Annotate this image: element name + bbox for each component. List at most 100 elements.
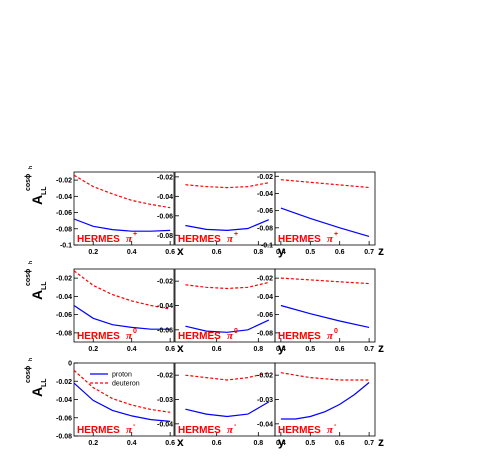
y-tick-label: -0.1 — [60, 243, 72, 250]
pion-symbol: π — [126, 424, 133, 436]
deuteron-series-line — [280, 179, 370, 189]
y-axis-title-main: A — [29, 387, 45, 397]
pion-charge: - — [133, 422, 136, 429]
chart-panel: -0.02 -0.04 -0.06 -0.08 0.6 0.8 y HERMES π + — [157, 171, 285, 258]
pion-symbol: π — [327, 424, 334, 436]
x-axis-title: z — [378, 341, 384, 355]
deuteron-series-line — [280, 277, 370, 285]
x-axis-title: x — [177, 435, 184, 449]
y-tick-label: -0.02 — [56, 379, 72, 386]
x-tick-label: 0.4 — [276, 440, 286, 447]
chart-panel: -0.02 -0.04 -0.06 -0.08 -0.10.4 0.5 0.6 0.7 z HER… — [257, 171, 384, 258]
x-axis-title: y — [278, 341, 285, 355]
proton-series-line — [280, 382, 370, 420]
row3-y-axis-title: A LL cosϕ h — [25, 358, 48, 397]
pion-symbol: π — [227, 233, 234, 245]
y-axis-title-main: A — [29, 195, 45, 205]
y-tick-label: -0.06 — [56, 312, 72, 319]
deuteron-series-line — [185, 372, 269, 381]
y-tick-label: -0.04 — [56, 397, 72, 404]
y-tick-label: -0.02 — [257, 174, 273, 181]
chart-panel: -0.02 -0.03 -0.04 0.4 0.5 0.6 0.7 z HERMES π - — [257, 362, 384, 449]
y-tick-label: -0.06 — [257, 312, 273, 319]
pion-charge: - — [234, 422, 237, 429]
y-tick-label: -0.04 — [257, 294, 273, 301]
proton-series-line — [73, 305, 171, 330]
y-tick-label: -0.02 — [257, 373, 273, 380]
y-axis-title-sub: LL — [41, 378, 48, 387]
chart-panel: -0.02 -0.03 -0.04 0.6 0.8 y HERMES π - — [157, 362, 285, 449]
proton-series-line — [185, 401, 270, 418]
y-tick-label: -0.04 — [157, 421, 173, 428]
x-tick-label: 0.5 — [305, 249, 315, 256]
y-tick-label: -0.03 — [257, 397, 273, 404]
y-tick-label: -0.02 — [257, 276, 273, 283]
x-tick-label: 0.6 — [212, 249, 222, 256]
x-tick-label: 0.6 — [165, 440, 175, 447]
y-tick-label: -0.04 — [157, 303, 173, 310]
pion-symbol: π — [227, 424, 234, 436]
pion-symbol: π — [227, 330, 234, 342]
x-tick-label: 0.2 — [88, 346, 98, 353]
pion-symbol: π — [126, 233, 133, 245]
y-axis-title-sup: cosϕ — [25, 269, 32, 286]
experiment-label: HERMES — [178, 425, 221, 436]
x-tick-label: 0.5 — [305, 346, 315, 353]
experiment-label: HERMES — [278, 331, 321, 342]
experiment-label: HERMES — [77, 425, 120, 436]
pion-charge: 0 — [334, 328, 338, 335]
y-axis-title-sub: LL — [41, 281, 48, 290]
x-tick-label: 0.4 — [127, 440, 137, 447]
legend-deuteron-label: deuteron — [112, 381, 140, 388]
x-tick-label: 0.8 — [253, 249, 263, 256]
y-axis-title-sub: LL — [41, 186, 48, 195]
y-tick-label: -0.08 — [157, 233, 173, 240]
x-tick-label: 0.5 — [305, 440, 315, 447]
proton-series-line — [73, 218, 171, 232]
x-tick-label: 0.2 — [88, 440, 98, 447]
proton-series-line — [280, 207, 370, 237]
proton-series-line — [73, 382, 171, 422]
y-axis-title-sup-sub: h — [28, 166, 34, 169]
y-tick-label: -0.04 — [56, 194, 72, 201]
y-tick-label: -0.06 — [157, 213, 173, 220]
chart-panel: 0 -0.02 -0.04 -0.06 -0.08 0.2 0.4 0.6 x HERMES π - p… — [56, 361, 184, 450]
x-tick-label: 0.2 — [88, 249, 98, 256]
proton-series-line — [185, 219, 270, 232]
pion-charge: 0 — [133, 328, 137, 335]
x-tick-label: 0.7 — [364, 440, 374, 447]
y-axis-title-sup-sub: h — [28, 358, 34, 361]
experiment-label: HERMES — [77, 331, 120, 342]
y-axis-title-sup: cosϕ — [25, 174, 32, 191]
deuteron-series-line — [185, 182, 269, 189]
chart-panel: -0.02 -0.04 -0.06 -0.08 0.4 0.5 0.6 0.7 z HERMES π… — [257, 268, 384, 355]
y-axis-title-sup-sub: h — [28, 261, 34, 264]
y-tick-label: -0.08 — [56, 434, 72, 441]
x-tick-label: 0.6 — [335, 346, 345, 353]
plot-frame — [274, 268, 376, 343]
y-tick-label: -0.06 — [56, 210, 72, 217]
x-tick-label: 0.7 — [364, 249, 374, 256]
x-axis-title: z — [378, 435, 384, 449]
pion-symbol: π — [126, 330, 133, 342]
pion-charge: - — [334, 422, 337, 429]
y-tick-label: -0.1 — [261, 243, 273, 250]
deuteron-series-line — [280, 372, 370, 381]
y-tick-label: -0.08 — [56, 330, 72, 337]
y-axis-title-main: A — [29, 290, 45, 300]
pion-charge: 0 — [234, 328, 238, 335]
chart-panel: -0.02 -0.04 -0.06 -0.08 -0.1 0.2 0.4 0.6 x HERMES… — [56, 171, 184, 258]
proton-series-line — [280, 304, 370, 328]
y-tick-label: 0 — [68, 361, 72, 368]
deuteron-series-line — [73, 270, 171, 310]
y-tick-label: -0.02 — [56, 276, 72, 283]
x-tick-label: 0.4 — [127, 249, 137, 256]
y-tick-label: -0.04 — [56, 294, 72, 301]
pion-charge: + — [334, 231, 338, 238]
y-tick-label: -0.02 — [157, 279, 173, 286]
pion-charge: + — [234, 231, 238, 238]
panel-grid: -0.02-0.04-0.06-0.08-0.10.2 0.4 0.6 xHERMES… — [56, 171, 384, 450]
proton-series-line — [185, 319, 270, 333]
experiment-label: HERMES — [178, 234, 221, 245]
